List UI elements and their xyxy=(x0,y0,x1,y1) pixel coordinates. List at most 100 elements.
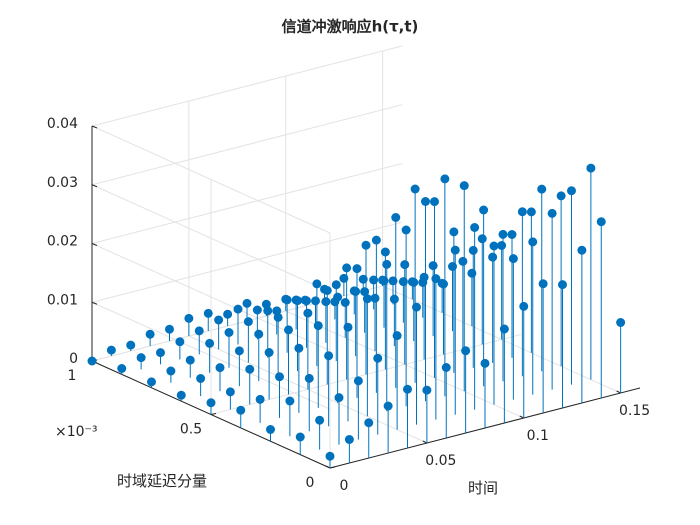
stem-marker xyxy=(126,340,136,350)
stem-marker xyxy=(225,387,235,397)
stem-marker xyxy=(166,366,176,376)
stem-marker xyxy=(304,373,314,383)
stem-marker xyxy=(331,280,341,290)
stem-marker xyxy=(461,346,471,356)
stem-marker xyxy=(325,451,335,461)
x-tick xyxy=(616,390,621,394)
grid-line xyxy=(91,221,403,303)
stem-marker xyxy=(489,241,499,251)
stem-marker xyxy=(577,245,587,255)
stem-marker xyxy=(285,396,295,406)
stem-marker xyxy=(215,363,225,373)
z-tick-label: 0.01 xyxy=(47,292,78,308)
stem-marker xyxy=(145,329,155,339)
grid-line xyxy=(91,301,331,410)
stem-marker xyxy=(567,186,576,196)
stem-marker xyxy=(497,241,507,250)
stem-marker xyxy=(382,259,392,269)
stem-marker xyxy=(380,247,390,257)
chart-title: 信道冲激响应h(τ,t) xyxy=(282,18,419,36)
stem-marker xyxy=(373,353,383,363)
stem-marker xyxy=(205,338,215,348)
stem-marker xyxy=(360,287,370,297)
grid-line xyxy=(91,163,403,244)
stem-marker xyxy=(340,298,350,307)
stem-marker xyxy=(449,227,459,237)
stem-marker xyxy=(488,252,498,262)
stem-marker xyxy=(175,337,185,347)
grid-line xyxy=(91,104,403,186)
stem-marker xyxy=(184,313,194,323)
stem-marker xyxy=(480,358,490,368)
stem-marker xyxy=(517,207,527,217)
stem-marker xyxy=(206,398,216,408)
x-tick-label: 0 xyxy=(340,478,349,494)
stem-marker xyxy=(556,191,566,201)
stem-marker xyxy=(334,393,344,403)
stem-marker xyxy=(439,279,448,289)
stem-marker xyxy=(255,394,265,404)
stem-marker xyxy=(136,353,146,363)
stem-marker xyxy=(87,356,97,366)
grid-line xyxy=(91,125,331,234)
stem-marker xyxy=(528,237,538,247)
stem-marker xyxy=(284,325,293,335)
z-tick xyxy=(91,184,98,188)
stem-marker xyxy=(236,405,246,415)
z-tick xyxy=(91,301,98,305)
stem-marker xyxy=(266,425,275,434)
stem-marker xyxy=(371,235,381,245)
y-tick xyxy=(329,466,336,469)
stem-marker xyxy=(245,364,255,374)
stem-marker xyxy=(263,306,273,316)
stem-marker xyxy=(383,401,393,411)
stem-marker xyxy=(422,385,432,395)
stem-marker xyxy=(224,328,234,337)
stem-marker xyxy=(391,213,401,222)
stem-marker xyxy=(401,225,411,235)
stem-marker xyxy=(333,292,343,302)
z-tick-label: 0.04 xyxy=(47,116,78,132)
stem-marker xyxy=(586,163,596,173)
x-tick-label: 0.15 xyxy=(619,403,650,419)
stem-marker xyxy=(165,324,174,334)
stem-marker xyxy=(344,435,354,444)
stem-marker xyxy=(421,197,430,206)
stem-marker xyxy=(321,297,331,307)
stem-marker xyxy=(311,296,320,306)
stem-marker xyxy=(264,348,274,357)
stem-marker xyxy=(507,230,517,239)
stem-marker xyxy=(196,374,206,383)
stem-marker xyxy=(343,322,353,332)
stem-marker xyxy=(295,432,305,442)
stem-marker xyxy=(362,294,372,304)
z-tick xyxy=(91,243,98,246)
stem-marker xyxy=(315,415,325,425)
stem-marker xyxy=(537,184,547,194)
stem-marker xyxy=(324,351,334,361)
stem-marker xyxy=(302,296,311,306)
stem-marker xyxy=(538,279,548,289)
stem-marker xyxy=(526,207,536,217)
stem-marker xyxy=(547,208,557,218)
z-tick-label: 0.03 xyxy=(47,175,78,191)
y-tick xyxy=(210,413,217,415)
stem-marker xyxy=(430,197,439,207)
z-tick xyxy=(91,125,98,129)
stem-marker xyxy=(389,294,399,304)
stem-marker xyxy=(176,390,186,400)
stem-marker xyxy=(596,217,606,227)
stem-marker xyxy=(313,321,323,331)
stem-marker xyxy=(370,293,380,303)
grid-line xyxy=(91,184,331,293)
stem-marker xyxy=(223,309,233,319)
y-tick-label: 0.5 xyxy=(180,422,202,438)
z-tick-label: 0 xyxy=(69,351,78,367)
stem-marker xyxy=(353,376,363,386)
stem-marker xyxy=(477,234,487,244)
stem-marker xyxy=(459,181,469,191)
stem-marker xyxy=(470,223,480,232)
stem-marker xyxy=(409,277,419,287)
stem-marker xyxy=(458,256,468,266)
